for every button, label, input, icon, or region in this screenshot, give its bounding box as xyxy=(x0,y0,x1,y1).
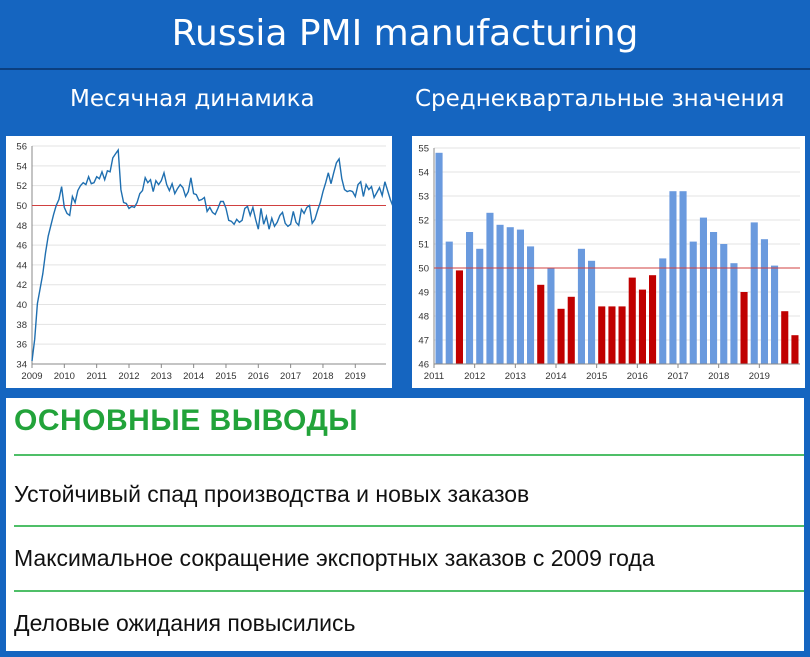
quarter-bar xyxy=(679,191,687,364)
quarter-bar xyxy=(771,265,779,364)
quarter-bar xyxy=(547,268,555,364)
quarter-bar xyxy=(669,191,677,364)
x-tick-label: 2019 xyxy=(749,371,770,382)
pmi-series-line xyxy=(31,147,437,362)
y-tick-label: 50 xyxy=(418,264,429,275)
quarter-bar xyxy=(577,248,585,364)
page-title: Russia PMI manufacturing xyxy=(0,0,810,70)
quarter-bar xyxy=(781,311,789,364)
y-tick-label: 40 xyxy=(16,300,27,311)
quarterly-chart-panel: 46 47 48 49 50 51 52 53 54 55 2011 2012 2013 2014 2015… xyxy=(412,136,805,388)
quarter-bar xyxy=(720,244,728,364)
y-tick-label: 46 xyxy=(16,241,27,252)
quarter-bar xyxy=(699,217,707,364)
quarter-bar xyxy=(455,270,463,364)
quarter-bar xyxy=(598,306,606,364)
x-tick-label: 2017 xyxy=(667,371,688,382)
quarter-bar xyxy=(557,308,565,364)
quarter-bar xyxy=(760,239,768,364)
takeaway-item: Устойчивый спад производства и новых зак… xyxy=(14,481,530,507)
x-tick-label: 2016 xyxy=(248,371,269,382)
y-tick-label: 50 xyxy=(16,201,27,212)
takeaway-item: Деловые ожидания повысились xyxy=(14,610,356,636)
quarter-bar xyxy=(445,241,453,364)
quarter-bar xyxy=(750,222,758,364)
quarter-bar xyxy=(486,212,494,364)
quarter-bar xyxy=(435,152,443,364)
y-tick-label: 54 xyxy=(418,168,429,179)
x-tick-label: 2019 xyxy=(345,371,366,382)
y-tick-label: 56 xyxy=(16,142,27,153)
y-tick-label: 53 xyxy=(418,192,429,203)
x-tick-label: 2014 xyxy=(545,371,566,382)
x-tick-label: 2014 xyxy=(183,371,204,382)
takeaway-item: Максимальное сокращение экспортных заказ… xyxy=(14,545,655,571)
quarter-bar xyxy=(689,241,697,364)
separator xyxy=(14,590,804,592)
separator xyxy=(14,454,804,456)
x-tick-label: 2011 xyxy=(424,371,444,382)
quarter-bar xyxy=(608,306,616,364)
monthly-chart-panel: 34 36 38 40 42 44 46 48 50 52 54 56 2009 2010 2011 2012… xyxy=(6,136,439,388)
quarter-bar xyxy=(740,292,748,364)
x-tick-label: 2013 xyxy=(505,371,526,382)
quarter-bar xyxy=(476,248,484,364)
y-tick-label: 36 xyxy=(16,340,27,351)
y-tick-label: 44 xyxy=(16,260,27,271)
x-tick-label: 2009 xyxy=(21,371,42,382)
y-tick-label: 47 xyxy=(418,336,429,347)
x-tick-label: 2012 xyxy=(464,371,485,382)
separator xyxy=(14,525,804,527)
x-tick-label: 2018 xyxy=(312,371,333,382)
quarter-bar xyxy=(628,277,636,364)
y-tick-label: 38 xyxy=(16,320,27,331)
y-tick-label: 55 xyxy=(418,144,429,155)
y-tick-label: 54 xyxy=(16,161,27,172)
quarter-bar xyxy=(496,224,504,364)
y-tick-label: 48 xyxy=(16,221,27,232)
quarterly-pmi-bar-chart: 46 47 48 49 50 51 52 53 54 55 2011 2012 2013 2014 2015… xyxy=(418,144,800,382)
x-tick-label: 2011 xyxy=(86,371,106,382)
takeaways-heading: ОСНОВНЫЕ ВЫВОДЫ xyxy=(14,404,359,437)
quarter-bar xyxy=(527,246,535,364)
monthly-subtitle: Месячная динамика xyxy=(70,86,315,112)
y-tick-label: 52 xyxy=(16,181,27,192)
x-tick-label: 2016 xyxy=(627,371,648,382)
quarter-bar xyxy=(710,232,718,364)
y-tick-label: 52 xyxy=(418,216,429,227)
quarter-bar xyxy=(649,275,657,364)
quarter-bar xyxy=(730,263,738,364)
x-tick-label: 2017 xyxy=(280,371,301,382)
quarter-bar xyxy=(638,289,646,364)
quarter-bar xyxy=(791,335,799,364)
quarter-bar xyxy=(659,258,667,364)
y-tick-label: 49 xyxy=(418,288,429,299)
x-tick-label: 2018 xyxy=(708,371,729,382)
quarter-bar xyxy=(466,232,474,364)
quarter-bar xyxy=(516,229,524,364)
quarter-bar xyxy=(588,260,596,364)
y-tick-label: 51 xyxy=(418,240,429,251)
y-tick-label: 42 xyxy=(16,280,27,291)
y-tick-label: 46 xyxy=(418,360,429,371)
quarterly-subtitle: Среднеквартальные значения xyxy=(415,86,785,112)
y-tick-label: 34 xyxy=(16,360,27,371)
monthly-pmi-line-chart: 34 36 38 40 42 44 46 48 50 52 54 56 2009 2010 2011 2012… xyxy=(16,142,439,382)
quarter-bar xyxy=(567,296,575,364)
x-tick-label: 2015 xyxy=(215,371,236,382)
quarter-bar xyxy=(618,306,626,364)
quarter-bar xyxy=(537,284,545,364)
x-tick-label: 2010 xyxy=(54,371,75,382)
x-tick-label: 2013 xyxy=(151,371,172,382)
quarter-bar xyxy=(506,227,514,364)
x-tick-label: 2015 xyxy=(586,371,607,382)
key-takeaways-panel: ОСНОВНЫЕ ВЫВОДЫ Устойчивый спад производ… xyxy=(6,398,804,651)
x-tick-label: 2012 xyxy=(118,371,139,382)
y-tick-label: 48 xyxy=(418,312,429,323)
